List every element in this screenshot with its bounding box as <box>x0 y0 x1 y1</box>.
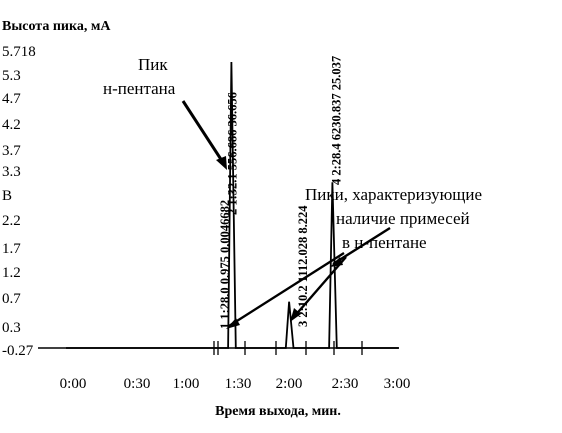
y-tick-label: 5.3 <box>2 68 21 84</box>
y-tick-label: 5.718 <box>2 44 36 60</box>
y-tick-label: 0.3 <box>2 320 21 336</box>
y-tick-label: 1.2 <box>2 265 21 281</box>
annotation-impurities-line-1: Пики, характеризующие <box>305 185 482 204</box>
x-axis-ticks: 0:00 0:30 1:00 1:30 2:00 2:30 3:00 <box>60 376 411 392</box>
y-tick-label: 4.7 <box>2 91 21 107</box>
y-tick-label: 2.2 <box>2 213 21 229</box>
annotation-pentane-arrowhead <box>216 156 227 170</box>
annotation-pentane-line-2: н-пентана <box>103 79 176 98</box>
peak-label: 1 1:28.0 0.975 0.0046682 <box>218 200 232 329</box>
x-axis-title: Время выхода, мин. <box>215 404 341 419</box>
annotation-impurities-arrow-1 <box>228 251 345 328</box>
y-tick-label: 3.3 <box>2 164 21 180</box>
x-tick-label: 2:30 <box>332 376 359 392</box>
y-tick-label: 0.7 <box>2 291 21 307</box>
y-tick-label: 3.7 <box>2 143 21 159</box>
annotation-pentane-arrow <box>181 100 226 165</box>
peak-label: 4 2:28.4 6230.837 25.037 <box>330 56 344 185</box>
y-tick-label: B <box>2 188 12 204</box>
annotation-impurities: Пики, характеризующие наличие примесей в… <box>226 185 482 329</box>
y-tick-label: 1.7 <box>2 241 21 257</box>
annotation-pentane-line-1: Пик <box>138 55 168 74</box>
annotation-impurities-line-3: в н-пентане <box>342 233 427 252</box>
x-tick-label: 2:00 <box>276 376 303 392</box>
annotation-impurities-arrow-2 <box>292 256 347 319</box>
annotation-impurities-arrowhead-3 <box>330 257 343 267</box>
annotation-impurities-arrowhead-2 <box>290 308 301 322</box>
x-tick-label: 1:00 <box>173 376 200 392</box>
annotation-impurities-arrowhead-1 <box>226 318 240 329</box>
annotation-impurities-line-2: наличие примесей <box>336 209 470 228</box>
x-tick-label: 0:30 <box>124 376 151 392</box>
peak-label: 3 2:10.2 1112.028 8.224 <box>296 205 310 327</box>
annotation-impurities-arrow-3 <box>332 226 391 266</box>
x-tick-label: 3:00 <box>384 376 411 392</box>
chromatogram-trace <box>66 61 399 349</box>
x-tick-label: 1:30 <box>225 376 252 392</box>
y-axis-title: Высота пика, мА <box>2 19 111 34</box>
y-tick-label: 4.2 <box>2 117 21 133</box>
y-axis-ticks: 5.718 5.3 4.7 4.2 3.7 3.3 B 2.2 1.7 1.2 0.7 0.3 -0.2… <box>2 44 36 359</box>
annotation-pentane: Пик н-пентана <box>103 55 227 170</box>
peak-label: 2 1:32.1 556.686 36.656 <box>225 92 239 215</box>
x-tick-label: 0:00 <box>60 376 87 392</box>
y-tick-label: -0.27 <box>2 343 34 359</box>
